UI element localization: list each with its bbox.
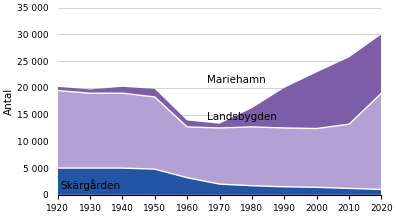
Y-axis label: Antal: Antal [4, 88, 14, 115]
Text: Skärgården: Skärgården [61, 179, 121, 191]
Text: Landsbygden: Landsbygden [206, 112, 276, 122]
Text: Mariehamn: Mariehamn [206, 75, 265, 85]
